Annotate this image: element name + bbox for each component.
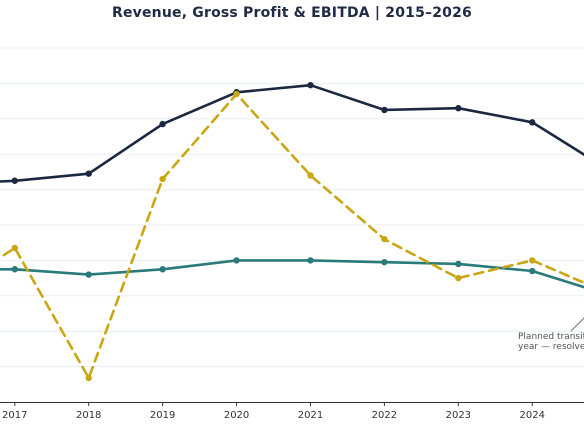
chart-title: Revenue, Gross Profit & EBITDA | 2015–20… (111, 5, 473, 21)
x-tick-label-2021: 2021 (298, 410, 323, 421)
x-ticks: 2017 2018 2019 2020 2021 2022 2023 2024 (2, 402, 545, 421)
series-2-point-2023 (455, 260, 462, 268)
annotation-leader-line (570, 317, 584, 332)
series-3-line (0, 92, 584, 380)
series-3-point-2021 (307, 172, 314, 179)
x-tick-label-2018: 2018 (76, 410, 101, 421)
series-1-point-2017 (11, 177, 18, 184)
series-2-point-2017 (11, 266, 18, 273)
series-points (11, 81, 536, 382)
series-lines (0, 83, 584, 380)
x-tick-label-2020: 2020 (224, 410, 249, 421)
series-1-point-2024 (529, 119, 536, 126)
series-3-point-2017 (11, 244, 18, 252)
series-3-point-2022 (381, 235, 388, 243)
series-1-point-2023 (455, 104, 462, 112)
annotation-line-1: Planned transiti (518, 332, 584, 342)
x-tick-label-2022: 2022 (372, 410, 397, 421)
series-1-line (0, 83, 584, 183)
series-1-point-2018 (85, 170, 92, 177)
x-tick-label-2024: 2024 (520, 410, 545, 421)
series-2-line (0, 259, 584, 289)
series-3-point-2019 (159, 175, 166, 183)
series-3-point-2018 (85, 374, 92, 382)
x-tick-label-2019: 2019 (150, 410, 175, 421)
annotation: Planned transiti year — resolved (518, 317, 584, 352)
series-2-point-2019 (159, 266, 166, 273)
series-3-point-2023 (455, 274, 462, 282)
series-3-point-2024 (529, 257, 536, 264)
series-2-point-2020 (233, 257, 240, 264)
series-3-point-2020 (233, 90, 240, 98)
annotation-line-2: year — resolved (518, 342, 584, 352)
series-2-point-2024 (529, 267, 536, 275)
series-1-point-2019 (159, 120, 166, 128)
x-tick-label-2017: 2017 (2, 410, 27, 421)
grid-lines (0, 47, 584, 403)
series-2-point-2021 (307, 257, 314, 264)
series-2-point-2018 (85, 271, 92, 278)
series-2-point-2022 (381, 258, 388, 266)
x-tick-label-2023: 2023 (446, 410, 471, 421)
series-1-point-2021 (307, 81, 314, 89)
series-1-point-2022 (381, 106, 388, 114)
